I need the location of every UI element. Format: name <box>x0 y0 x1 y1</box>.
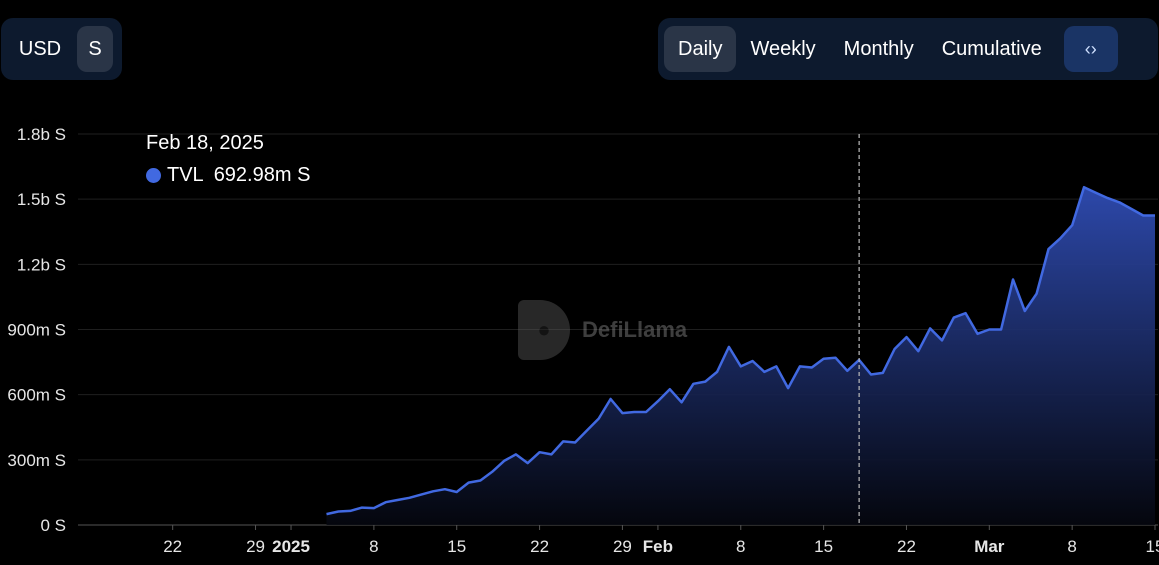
x-tick-label: 8 <box>1067 537 1076 556</box>
usd-toggle-button[interactable]: USD <box>18 37 62 60</box>
x-tick-label: 8 <box>736 537 745 556</box>
tooltip-row: TVL 692.98m S <box>146 164 310 187</box>
x-tick-label: 29 <box>246 537 265 556</box>
y-tick-label: 1.5b S <box>17 190 66 209</box>
x-axis: 22 29 2025 8 15 22 29 Feb 8 15 22 Mar 8 15 <box>163 525 1159 556</box>
y-tick-label: 1.2b S <box>17 255 66 274</box>
weekly-button[interactable]: Weekly <box>750 37 816 60</box>
y-tick-label: 900m S <box>7 321 66 340</box>
token-toggle-button[interactable]: S <box>77 26 113 72</box>
tvl-series-line <box>326 185 1155 516</box>
y-tick-label: 300m S <box>7 451 66 470</box>
x-tick-label: 29 <box>613 537 632 556</box>
code-brackets-icon: ‹› <box>1084 38 1097 59</box>
x-tick-label: 15 <box>814 537 833 556</box>
series-color-dot <box>146 168 161 183</box>
x-tick-label: Feb <box>643 537 673 556</box>
tooltip-date: Feb 18, 2025 <box>146 132 264 154</box>
x-tick-label: 22 <box>163 537 182 556</box>
denomination-toolbar: USD S <box>1 18 122 80</box>
y-axis: 0 S 300m S 600m S 900m S 1.2b S 1.5b S 1.8b S <box>7 125 66 535</box>
x-tick-label: 22 <box>530 537 549 556</box>
x-tick-label: 15 <box>1146 537 1159 556</box>
period-toolbar: Daily Weekly Monthly Cumulative ‹› <box>658 18 1158 80</box>
y-tick-label: 0 S <box>40 516 66 535</box>
y-tick-label: 1.8b S <box>17 125 66 144</box>
embed-button[interactable]: ‹› <box>1063 26 1118 72</box>
x-tick-label: 8 <box>369 537 378 556</box>
tooltip-value: 692.98m S <box>213 164 311 186</box>
x-tick-label: 2025 <box>272 537 310 556</box>
x-tick-label: 22 <box>897 537 916 556</box>
cumulative-button[interactable]: Cumulative <box>941 37 1042 60</box>
defillama-watermark: ● DefiLlama <box>518 300 687 360</box>
tvl-area <box>326 187 1155 525</box>
tooltip-series-name: TVL <box>167 164 204 186</box>
llama-logo-icon: ● <box>518 300 570 360</box>
daily-button[interactable]: Daily <box>664 26 737 72</box>
x-tick-label: Mar <box>974 537 1005 556</box>
monthly-button[interactable]: Monthly <box>843 37 914 60</box>
watermark-text: DefiLlama <box>582 317 688 342</box>
x-tick-label: 15 <box>447 537 466 556</box>
y-tick-label: 600m S <box>7 386 66 405</box>
